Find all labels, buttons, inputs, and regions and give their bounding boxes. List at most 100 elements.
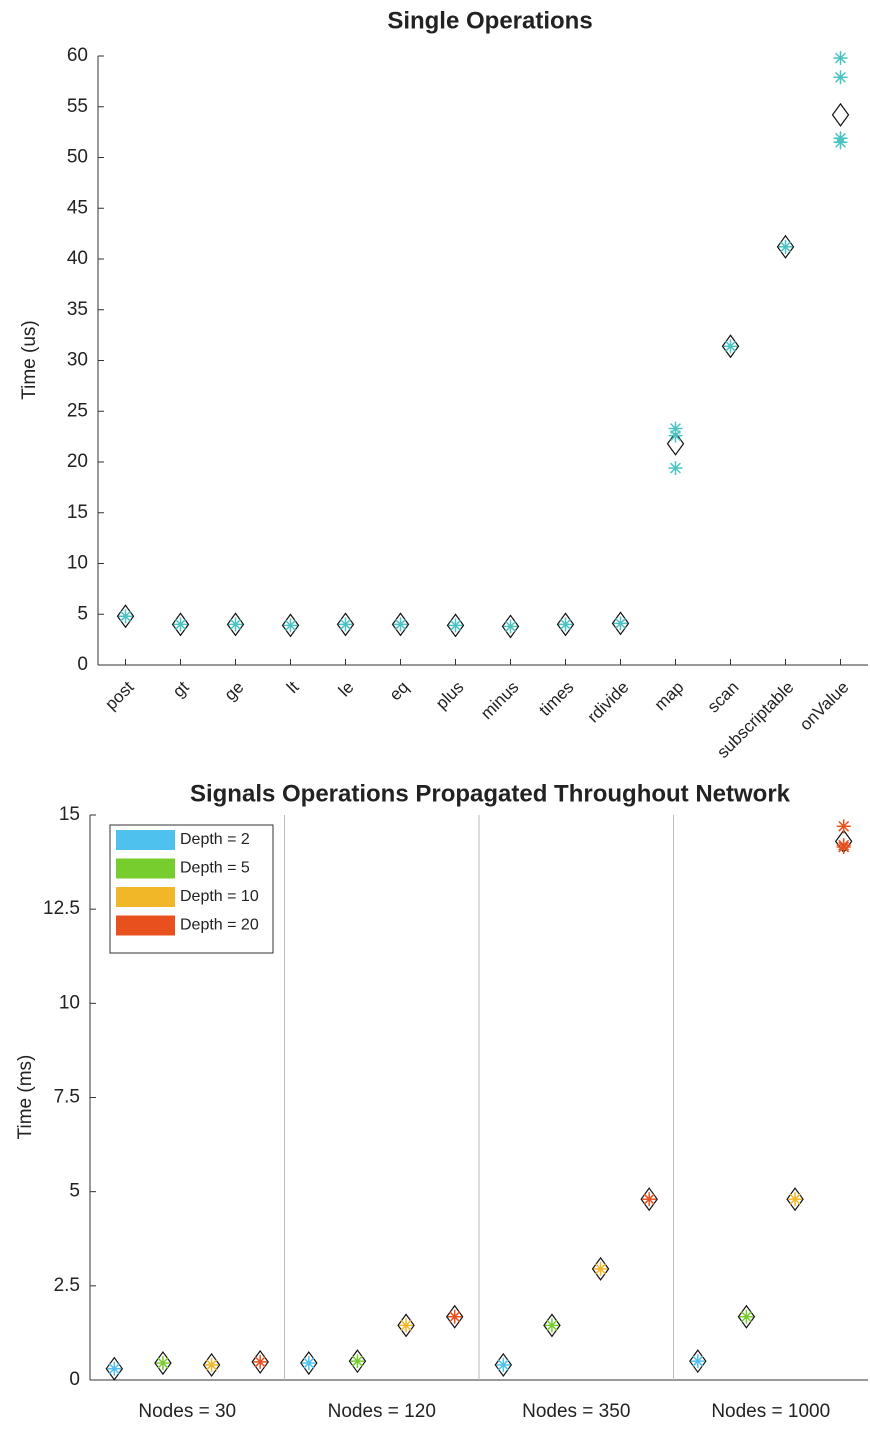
y-tick-label: 60 bbox=[67, 45, 88, 66]
x-tick-label: Nodes = 120 bbox=[328, 1401, 436, 1422]
sample-marker bbox=[399, 1318, 414, 1333]
sample-marker bbox=[836, 819, 851, 834]
sample-marker bbox=[833, 51, 848, 66]
chart-title: Signals Operations Propagated Throughout… bbox=[190, 780, 791, 807]
x-tick-label: lt bbox=[283, 677, 303, 697]
sample-marker bbox=[593, 1261, 608, 1276]
asterisk-stroke bbox=[450, 619, 461, 631]
asterisk-stroke bbox=[560, 618, 571, 630]
asterisk-stroke bbox=[230, 618, 241, 630]
y-tick-label: 2.5 bbox=[54, 1275, 80, 1296]
sample-marker bbox=[118, 609, 133, 624]
sample-marker bbox=[833, 70, 848, 85]
mean-marker bbox=[611, 611, 630, 636]
asterisk-stroke bbox=[352, 1355, 363, 1367]
asterisk-stroke bbox=[303, 1357, 315, 1369]
asterisk-stroke bbox=[546, 1319, 558, 1331]
x-tick-label: times bbox=[535, 678, 577, 720]
y-axis-label: Time (us) bbox=[19, 320, 40, 400]
mean-marker bbox=[737, 1304, 756, 1329]
sample-marker bbox=[836, 838, 851, 853]
y-tick-label: 7.5 bbox=[54, 1087, 80, 1108]
mean-marker bbox=[786, 1187, 804, 1212]
sample-marker bbox=[503, 619, 518, 634]
mean-marker bbox=[445, 1304, 464, 1329]
asterisk-stroke bbox=[741, 1311, 752, 1323]
legend-swatch bbox=[116, 887, 175, 907]
mean-marker bbox=[776, 234, 795, 259]
legend-label: Depth = 10 bbox=[180, 888, 259, 905]
y-tick-label: 20 bbox=[67, 451, 88, 472]
y-tick-label: 10 bbox=[59, 992, 80, 1013]
asterisk-stroke bbox=[449, 1311, 461, 1323]
mean-marker bbox=[640, 1187, 658, 1212]
sample-marker bbox=[833, 131, 848, 146]
sample-marker bbox=[155, 1356, 170, 1371]
mean-marker bbox=[336, 612, 355, 637]
asterisk-stroke bbox=[285, 619, 296, 631]
mean-marker bbox=[154, 1351, 172, 1376]
mean-marker bbox=[391, 612, 410, 637]
y-axis-label: Time (ms) bbox=[15, 1055, 36, 1140]
asterisk-stroke bbox=[120, 610, 131, 622]
sample-marker bbox=[739, 1309, 754, 1324]
asterisk-stroke bbox=[692, 1355, 704, 1367]
mean-marker bbox=[105, 1356, 124, 1381]
mean-marker bbox=[501, 614, 520, 639]
y-tick-label: 15 bbox=[67, 502, 88, 523]
mean-marker bbox=[397, 1313, 415, 1338]
asterisk-stroke bbox=[725, 340, 736, 352]
asterisk-stroke bbox=[780, 241, 791, 253]
sample-marker bbox=[301, 1356, 316, 1371]
legend-label: Depth = 20 bbox=[180, 917, 259, 934]
sample-marker bbox=[642, 1192, 657, 1207]
x-tick-label: scan bbox=[704, 678, 743, 717]
asterisk-stroke bbox=[838, 839, 850, 851]
asterisk-stroke bbox=[838, 820, 850, 832]
asterisk-stroke bbox=[835, 52, 846, 64]
mean-marker bbox=[721, 334, 740, 359]
asterisk-stroke bbox=[395, 618, 406, 630]
x-tick-label: post bbox=[101, 677, 137, 713]
x-tick-label: Nodes = 30 bbox=[138, 1401, 236, 1422]
x-tick-label: Nodes = 350 bbox=[522, 1401, 630, 1422]
asterisk-stroke bbox=[497, 1359, 509, 1371]
y-tick-label: 40 bbox=[67, 248, 88, 269]
mean-marker bbox=[251, 1349, 269, 1374]
legend-swatch bbox=[116, 858, 175, 879]
sample-marker bbox=[173, 617, 188, 632]
y-tick-label: 5 bbox=[77, 603, 88, 624]
sample-marker bbox=[107, 1361, 122, 1376]
asterisk-stroke bbox=[505, 620, 516, 632]
sample-marker bbox=[447, 1309, 462, 1324]
sample-marker bbox=[204, 1357, 219, 1372]
mean-marker bbox=[300, 1351, 318, 1376]
sample-marker bbox=[393, 617, 408, 632]
asterisk-stroke bbox=[670, 423, 681, 434]
y-tick-label: 10 bbox=[67, 553, 88, 574]
x-tick-label: rdivide bbox=[584, 678, 633, 727]
asterisk-stroke bbox=[206, 1359, 217, 1371]
y-tick-label: 25 bbox=[67, 400, 88, 421]
legend-swatch bbox=[116, 915, 175, 936]
mean-marker bbox=[543, 1313, 561, 1338]
x-tick-label: minus bbox=[477, 678, 523, 724]
y-tick-label: 30 bbox=[67, 350, 88, 371]
y-tick-label: 12.5 bbox=[43, 898, 80, 919]
sample-marker bbox=[668, 421, 683, 436]
mean-marker bbox=[226, 612, 245, 637]
sample-marker bbox=[283, 618, 298, 633]
x-tick-label: plus bbox=[432, 678, 467, 713]
asterisk-stroke bbox=[400, 1319, 412, 1331]
legend-label: Depth = 5 bbox=[180, 860, 250, 877]
mean-marker bbox=[281, 613, 300, 638]
x-tick-label: le bbox=[335, 678, 358, 701]
asterisk-stroke bbox=[835, 132, 846, 144]
sample-marker bbox=[778, 239, 793, 254]
sample-marker bbox=[448, 618, 463, 633]
mean-marker bbox=[556, 612, 575, 637]
x-tick-label: eq bbox=[386, 678, 413, 705]
mean-marker bbox=[171, 612, 190, 637]
legend-swatch bbox=[116, 830, 175, 850]
